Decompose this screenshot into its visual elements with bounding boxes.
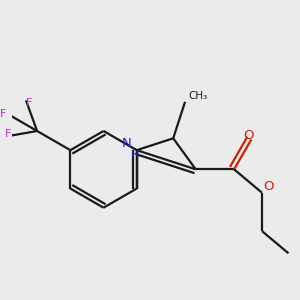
Text: N: N (122, 137, 131, 150)
Text: F: F (0, 109, 6, 119)
Text: F: F (5, 129, 11, 139)
Text: F: F (26, 98, 32, 108)
Text: O: O (243, 129, 254, 142)
Text: H: H (131, 150, 139, 161)
Text: O: O (263, 180, 273, 193)
Text: CH₃: CH₃ (188, 91, 207, 101)
